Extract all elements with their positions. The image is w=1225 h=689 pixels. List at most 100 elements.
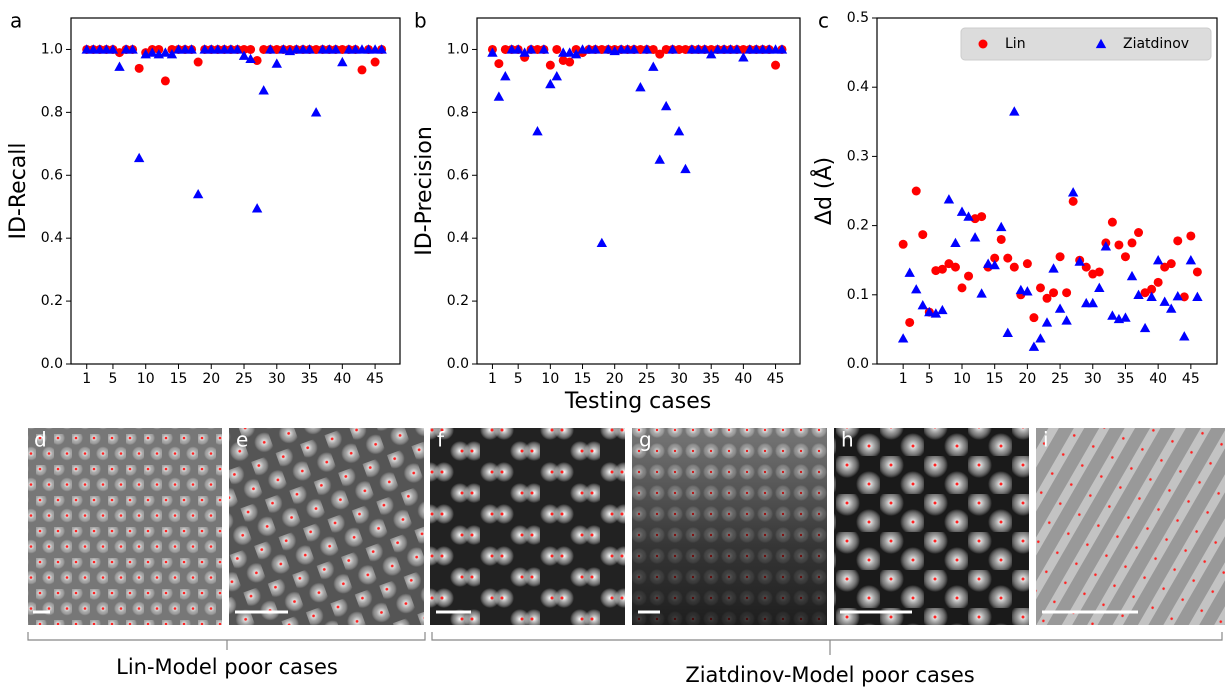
- x-tick-label: 35: [702, 371, 720, 387]
- data-point: [494, 59, 504, 69]
- panel-label: c: [818, 9, 829, 33]
- data-point: [1074, 256, 1085, 266]
- image-panel: f: [430, 428, 625, 625]
- image-panel: h: [834, 428, 1029, 625]
- x-tick-label: 40: [333, 371, 351, 387]
- x-tick-label: 5: [108, 371, 117, 387]
- data-point: [81, 44, 92, 54]
- data-point: [551, 70, 562, 81]
- panel-label: g: [639, 428, 652, 452]
- data-point: [525, 44, 537, 54]
- data-point: [660, 100, 672, 111]
- data-point: [192, 188, 204, 199]
- data-point: [1133, 289, 1144, 299]
- data-point: [291, 44, 302, 54]
- data-point: [1166, 303, 1177, 313]
- data-point: [369, 44, 381, 54]
- data-point: [564, 47, 575, 57]
- data-point: [680, 163, 691, 174]
- data-point: [259, 44, 269, 54]
- data-point: [603, 44, 614, 54]
- data-point: [1035, 333, 1046, 343]
- data-point: [597, 44, 607, 54]
- data-point: [1029, 313, 1039, 323]
- data-point: [963, 211, 974, 221]
- data-point: [937, 304, 948, 315]
- data-point: [1094, 267, 1104, 277]
- data-point: [310, 107, 322, 117]
- data-point: [134, 63, 144, 73]
- data-point: [655, 49, 665, 59]
- legend-marker: [1095, 38, 1107, 49]
- data-point: [977, 212, 987, 222]
- panel-label: e: [236, 428, 248, 452]
- data-point: [648, 61, 659, 71]
- data-point: [265, 44, 276, 54]
- data-point: [596, 237, 608, 248]
- data-point: [493, 91, 505, 101]
- plot-frame: [476, 17, 801, 365]
- data-point: [199, 44, 210, 54]
- panel-label: h: [841, 428, 854, 452]
- data-point: [545, 78, 556, 89]
- group-label: Ziatdinov-Model poor cases: [685, 663, 974, 687]
- y-tick-label: 0.6: [41, 167, 63, 183]
- data-point: [1042, 293, 1052, 303]
- y-tick-label: 0.4: [447, 230, 469, 246]
- data-point: [1035, 283, 1045, 293]
- data-point: [898, 239, 908, 249]
- image-panel: d: [28, 428, 222, 625]
- data-point: [1179, 331, 1190, 341]
- y-axis-label: Δd (Å): [810, 157, 837, 225]
- data-point: [271, 58, 282, 68]
- x-tick-label: 40: [734, 371, 752, 387]
- data-point: [1055, 252, 1065, 262]
- data-point: [225, 44, 237, 54]
- data-point: [957, 283, 967, 293]
- x-tick-label: 10: [953, 371, 971, 387]
- data-point: [1009, 262, 1019, 272]
- panel-label: b: [414, 9, 427, 33]
- bracket: [431, 632, 1223, 655]
- x-tick-label: 35: [301, 371, 319, 387]
- data-point: [1152, 255, 1164, 265]
- y-tick-label: 0.4: [847, 79, 869, 95]
- data-point: [930, 308, 942, 318]
- x-tick-label: 20: [202, 371, 220, 387]
- y-axis-label: ID-Recall: [6, 142, 31, 239]
- x-tick-label: 5: [514, 371, 523, 387]
- data-point: [1068, 196, 1078, 206]
- data-point: [147, 47, 158, 57]
- data-point: [738, 52, 749, 62]
- data-point: [1061, 315, 1072, 325]
- data-point: [661, 44, 671, 54]
- x-tick-label: 45: [1182, 371, 1200, 387]
- data-point: [1048, 263, 1059, 273]
- data-point: [1028, 341, 1040, 351]
- x-tick-label: 1: [899, 371, 908, 387]
- data-point: [219, 44, 230, 54]
- data-point: [628, 44, 640, 54]
- data-point: [570, 48, 582, 59]
- data-point: [943, 194, 955, 204]
- data-point: [363, 44, 374, 54]
- data-point: [635, 82, 646, 92]
- y-tick-label: 0.3: [847, 148, 869, 164]
- data-point: [1127, 238, 1137, 248]
- data-point: [565, 57, 575, 67]
- data-point: [1049, 288, 1059, 298]
- data-point: [673, 126, 685, 136]
- image-panel: e: [229, 428, 424, 625]
- x-tick-label: 25: [638, 371, 656, 387]
- data-point: [1087, 297, 1098, 308]
- data-point: [311, 44, 321, 54]
- image-panel: g: [632, 428, 827, 625]
- data-point: [120, 44, 132, 54]
- data-point: [1120, 312, 1131, 322]
- data-point: [532, 126, 543, 136]
- data-point: [376, 44, 387, 54]
- data-point: [990, 253, 1000, 263]
- legend-label: Lin: [1005, 36, 1026, 52]
